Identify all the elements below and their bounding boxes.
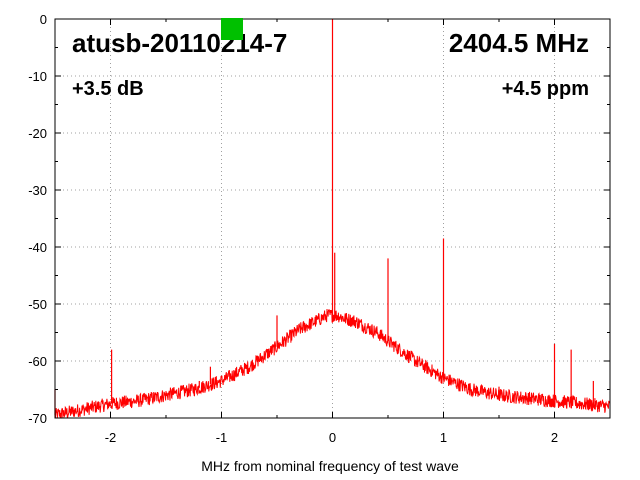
- x-axis-label: MHz from nominal frequency of test wave: [201, 458, 459, 474]
- y-tick-label: -10: [28, 69, 47, 84]
- y-tick-label: -30: [28, 183, 47, 198]
- y-tick-label: -50: [28, 297, 47, 312]
- plot-frame: [54, 18, 611, 419]
- y-tick-label: -20: [28, 126, 47, 141]
- x-tick-label: 0: [329, 430, 336, 445]
- device-label: atusb-20110214-7: [72, 28, 287, 58]
- y-tick-label: 0: [40, 12, 47, 27]
- y-tick-label: -60: [28, 354, 47, 369]
- y-tick-label: -40: [28, 240, 47, 255]
- frequency-label: 2404.5 MHz: [449, 28, 589, 58]
- x-tick-label: 1: [440, 430, 447, 445]
- x-tick-label: -1: [216, 430, 228, 445]
- spectrum-spikes: [54, 19, 594, 416]
- spectrum-trace: [54, 308, 611, 419]
- status-indicator: [221, 18, 243, 40]
- y-axis: 0 -10 -20 -30 -40 -50 -60 -70: [28, 12, 610, 426]
- x-tick-label: -2: [105, 430, 117, 445]
- gain-label: +3.5 dB: [72, 78, 144, 100]
- y-tick-label: -70: [28, 411, 47, 426]
- ppm-label: +4.5 ppm: [502, 78, 589, 100]
- x-tick-label: 2: [551, 430, 558, 445]
